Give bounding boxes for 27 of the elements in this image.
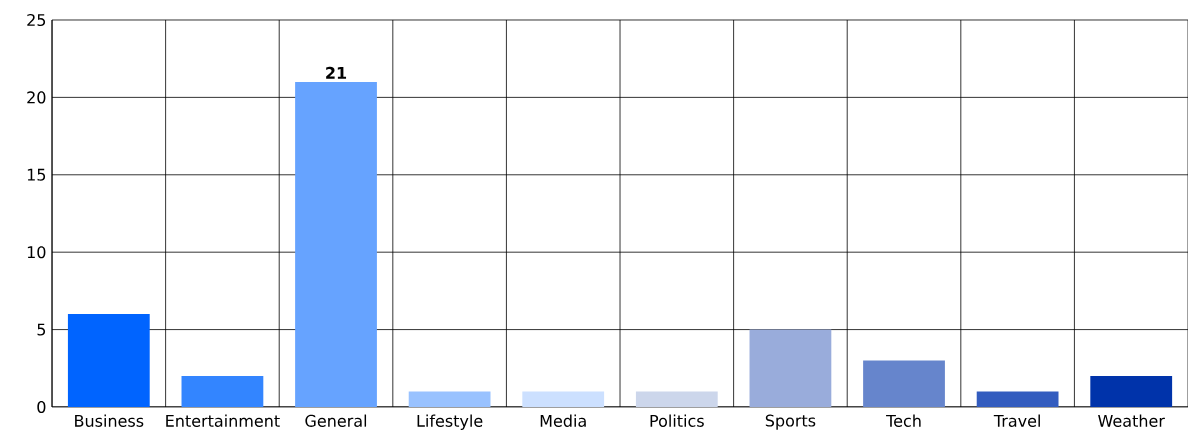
bar	[295, 81, 377, 407]
bar	[408, 391, 491, 407]
bar	[635, 391, 718, 407]
y-tick-label: 20	[27, 91, 46, 104]
bar	[749, 329, 832, 407]
x-tick-label: Lifestyle	[417, 414, 483, 430]
x-tick-label: Business	[75, 414, 144, 427]
data-label: 21	[326, 66, 347, 79]
x-tick-label: Weather	[1098, 414, 1165, 427]
x-tick-label: Politics	[650, 414, 704, 427]
y-tick-label: 15	[27, 168, 46, 181]
x-tick-label: Travel	[993, 414, 1040, 427]
y-tick-label: 0	[37, 400, 46, 414]
bar	[522, 391, 605, 407]
y-tick-label: 10	[27, 246, 46, 259]
bar	[863, 360, 945, 407]
bar	[181, 376, 264, 407]
x-tick-label: Tech	[886, 414, 921, 427]
bar	[67, 314, 150, 407]
x-tick-label: Entertainment	[166, 414, 280, 427]
y-tick-label: 5	[37, 323, 46, 336]
y-tick-label: 25	[27, 13, 46, 27]
bar	[976, 391, 1059, 407]
x-tick-label: Media	[540, 414, 586, 427]
bar	[1090, 376, 1173, 407]
x-tick-label: Sports	[765, 414, 816, 430]
x-tick-label: General	[305, 414, 367, 427]
